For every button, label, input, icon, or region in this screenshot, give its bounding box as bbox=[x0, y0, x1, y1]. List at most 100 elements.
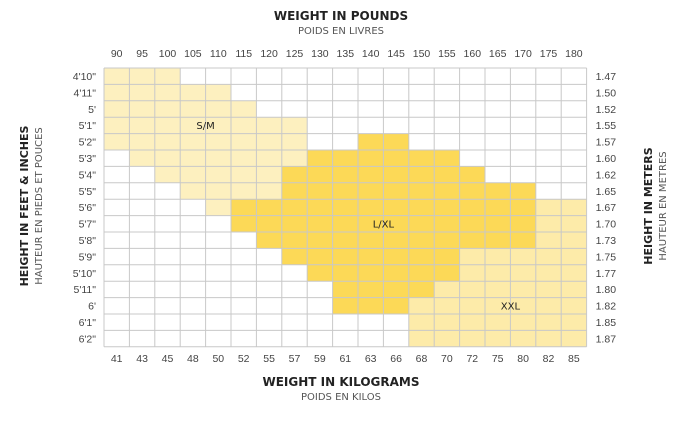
y-tick-meters: 1.70 bbox=[596, 219, 617, 231]
y-tick-meters: 1.50 bbox=[596, 87, 617, 99]
size-cell bbox=[561, 264, 587, 282]
size-cell bbox=[154, 133, 181, 150]
size-zone-label: S/M bbox=[196, 121, 214, 132]
x-tick-pounds: 115 bbox=[235, 48, 252, 60]
size-cell bbox=[281, 166, 308, 183]
x-tick-pounds: 125 bbox=[286, 48, 304, 60]
size-cell bbox=[510, 232, 536, 249]
x-tick-pounds: 140 bbox=[362, 48, 380, 60]
size-cell bbox=[434, 330, 460, 347]
x-tick-pounds: 130 bbox=[311, 48, 329, 60]
size-zone-label: XXL bbox=[501, 301, 521, 312]
x-axis-bottom-label: WEIGHT IN KILOGRAMS bbox=[263, 375, 420, 389]
size-cell bbox=[510, 330, 536, 347]
x-tick-kilograms: 66 bbox=[390, 353, 402, 365]
x-tick-pounds: 135 bbox=[337, 48, 355, 60]
x-tick-kilograms: 75 bbox=[492, 353, 504, 365]
y-tick-meters: 1.52 bbox=[596, 104, 617, 116]
size-cell bbox=[358, 264, 384, 282]
y-tick-meters: 1.55 bbox=[596, 120, 617, 132]
size-cell bbox=[307, 199, 333, 216]
size-cell bbox=[561, 199, 587, 216]
size-cell bbox=[408, 248, 435, 265]
size-cell bbox=[485, 264, 511, 282]
x-tick-pounds: 155 bbox=[438, 48, 456, 60]
size-cell bbox=[383, 232, 409, 249]
size-cell bbox=[459, 281, 485, 298]
x-tick-kilograms: 80 bbox=[517, 353, 529, 365]
y-tick-feet-inches: 4'10" bbox=[73, 71, 97, 83]
size-cell bbox=[358, 297, 384, 314]
size-cell bbox=[358, 281, 384, 298]
size-cell bbox=[358, 215, 384, 232]
x-tick-pounds: 150 bbox=[413, 48, 431, 60]
y-tick-meters: 1.57 bbox=[596, 137, 617, 149]
x-tick-kilograms: 43 bbox=[136, 353, 148, 365]
size-cell bbox=[535, 264, 562, 282]
size-cell bbox=[459, 264, 485, 282]
x-tick-pounds: 105 bbox=[184, 48, 202, 60]
y-tick-feet-inches: 5'10" bbox=[73, 268, 97, 280]
size-cell bbox=[485, 182, 511, 200]
size-cell bbox=[434, 297, 460, 314]
size-cell bbox=[332, 297, 358, 314]
size-zone-label: L/XL bbox=[373, 219, 395, 230]
y-tick-meters: 1.60 bbox=[596, 153, 617, 165]
size-cell bbox=[281, 150, 308, 167]
size-cell bbox=[535, 281, 562, 298]
size-cell bbox=[459, 199, 485, 216]
size-cell bbox=[332, 182, 358, 200]
x-tick-pounds: 95 bbox=[136, 48, 148, 60]
size-cell bbox=[256, 215, 282, 232]
size-cell bbox=[383, 182, 409, 200]
y-tick-feet-inches: 6'2" bbox=[79, 333, 97, 345]
size-cell bbox=[205, 117, 231, 134]
size-cell bbox=[332, 199, 358, 216]
size-cell bbox=[434, 232, 460, 249]
size-cell bbox=[408, 199, 435, 216]
size-cell bbox=[561, 232, 587, 249]
size-cell bbox=[358, 232, 384, 249]
size-cell bbox=[408, 314, 435, 331]
y-axis-right-sublabel: HAUTEUR EN METRES bbox=[658, 151, 669, 260]
size-cell bbox=[307, 248, 333, 265]
y-axis-right-label: HEIGHT IN METERS bbox=[642, 147, 655, 264]
size-cell bbox=[129, 150, 155, 167]
size-cell bbox=[104, 117, 130, 134]
size-cell bbox=[383, 215, 409, 232]
size-cell bbox=[307, 166, 333, 183]
size-cell bbox=[104, 68, 130, 85]
size-cell bbox=[332, 166, 358, 183]
size-cell bbox=[485, 199, 511, 216]
size-cell bbox=[154, 117, 181, 134]
size-cell bbox=[408, 297, 435, 314]
size-cell bbox=[485, 281, 511, 298]
size-cell bbox=[535, 215, 562, 232]
size-cell bbox=[180, 150, 206, 167]
y-tick-feet-inches: 5'7" bbox=[79, 219, 97, 231]
size-cell bbox=[408, 182, 435, 200]
size-cell bbox=[434, 264, 460, 282]
size-cell bbox=[205, 84, 231, 101]
size-cell bbox=[459, 330, 485, 347]
y-tick-feet-inches: 5'6" bbox=[79, 202, 97, 214]
size-cell bbox=[205, 199, 231, 216]
size-cell bbox=[231, 166, 257, 183]
size-cell bbox=[180, 117, 206, 134]
size-cell bbox=[510, 297, 536, 314]
size-cell bbox=[281, 232, 308, 249]
size-cell bbox=[459, 215, 485, 232]
size-cell bbox=[510, 215, 536, 232]
size-cell bbox=[510, 182, 536, 200]
size-cell bbox=[485, 215, 511, 232]
size-cell bbox=[256, 150, 282, 167]
size-cell bbox=[535, 248, 562, 265]
size-cell bbox=[459, 232, 485, 249]
size-cell bbox=[281, 199, 308, 216]
size-cell bbox=[358, 248, 384, 265]
size-cell bbox=[104, 100, 130, 118]
size-cell bbox=[358, 166, 384, 183]
size-cell bbox=[383, 150, 409, 167]
y-tick-meters: 1.67 bbox=[596, 202, 617, 214]
